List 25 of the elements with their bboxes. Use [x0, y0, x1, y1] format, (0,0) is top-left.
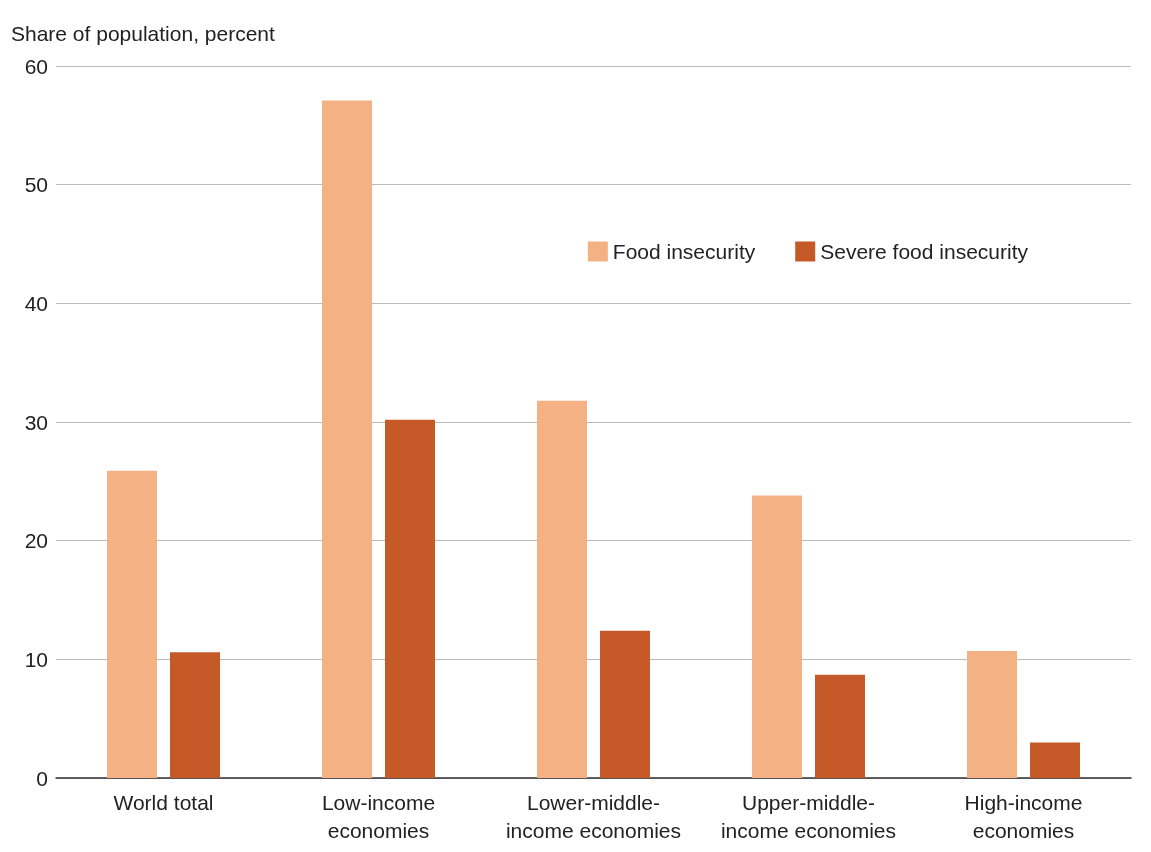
- bar: [1030, 742, 1080, 778]
- x-tick-label: Low-income economies: [321, 790, 436, 842]
- bar: [967, 651, 1017, 778]
- bar: [385, 419, 435, 778]
- bar: [537, 400, 587, 778]
- y-tick-label: 60: [24, 54, 48, 78]
- bar: [815, 674, 865, 778]
- bar: [170, 652, 220, 778]
- bar: [600, 630, 650, 778]
- bar: [322, 100, 372, 778]
- bar: [107, 470, 157, 778]
- y-axis-title: Share of population, percent: [11, 22, 276, 45]
- x-tick-label: World total: [113, 790, 214, 814]
- legend-label: Severe food insecurity: [820, 240, 1029, 263]
- x-tick-label: Lower-middle- income economies: [505, 790, 682, 842]
- y-tick-label: 10: [24, 647, 48, 671]
- y-tick-label: 50: [24, 173, 48, 197]
- y-tick-label: 20: [24, 529, 48, 553]
- legend-label: Food insecurity: [612, 240, 756, 263]
- bar: [752, 495, 802, 778]
- y-tick-label: 0: [36, 766, 48, 790]
- x-tick-label: High-income economies: [964, 790, 1083, 842]
- y-tick-label: 40: [24, 291, 48, 315]
- y-tick-label: 30: [24, 410, 48, 434]
- x-tick-label: Upper-middle- income economies: [720, 790, 897, 842]
